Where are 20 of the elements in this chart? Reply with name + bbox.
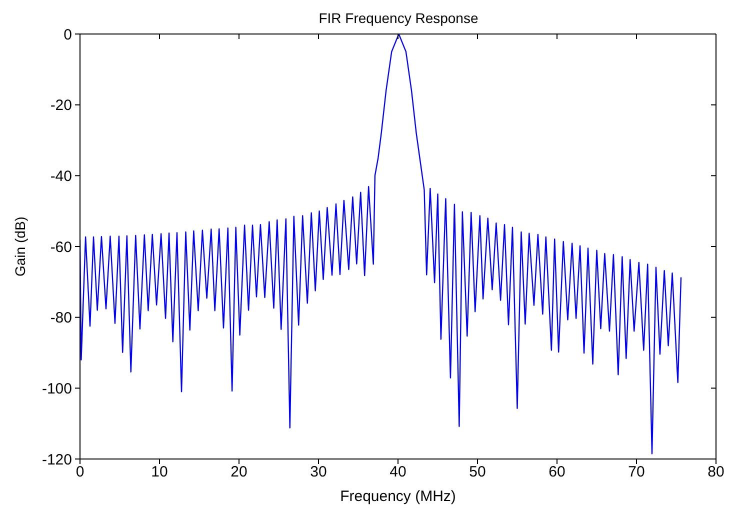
x-tick-label: 10 (151, 464, 168, 481)
y-tick-label: -40 (50, 168, 72, 185)
line-series (80, 34, 682, 454)
x-tick-label: 70 (628, 464, 645, 481)
y-tick-label: 0 (64, 26, 72, 44)
x-tick-label: 50 (469, 464, 486, 481)
chart-title: FIR Frequency Response (318, 10, 480, 26)
x-tick-label: 80 (708, 464, 724, 481)
y-tick-label: -80 (50, 310, 72, 327)
x-tick-label: 20 (230, 464, 248, 481)
y-tick-label: -20 (50, 97, 72, 114)
y-tick-label: -60 (50, 238, 72, 256)
y-tick-label: -100 (42, 380, 72, 398)
x-tick-label: 30 (310, 464, 327, 481)
x-tick-label: 0 (76, 464, 84, 481)
x-tick-label: 60 (548, 464, 566, 481)
x-tick-label: 40 (390, 464, 406, 481)
y-axis-title: Gain (dB) (12, 216, 28, 276)
x-axis-title: Frequency (MHz) (340, 488, 456, 505)
y-tick-label: -120 (42, 451, 72, 468)
